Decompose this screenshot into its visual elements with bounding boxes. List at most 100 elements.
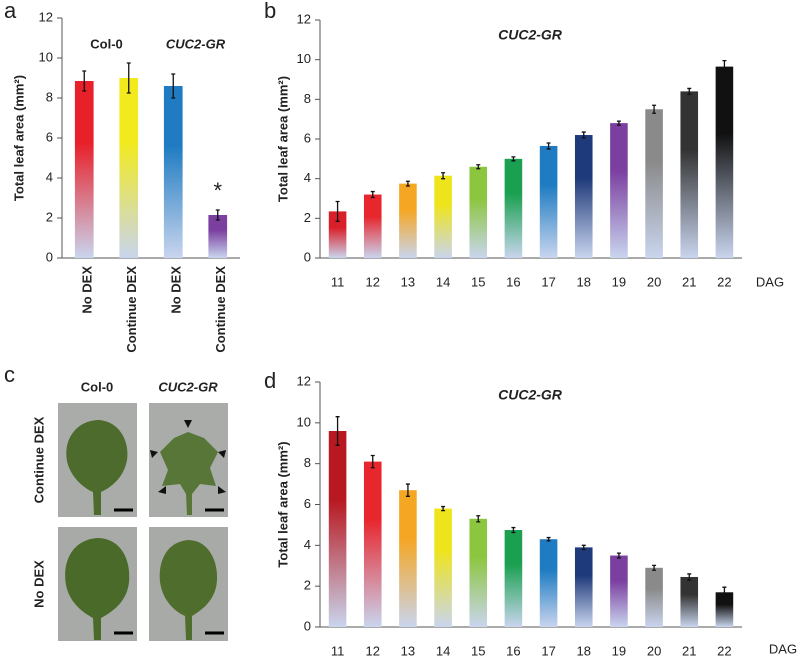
error-bar	[370, 190, 375, 199]
error-bar	[722, 60, 727, 74]
x-tick-label: 18	[577, 274, 591, 289]
y-tick-label: 12	[297, 373, 311, 388]
group-label: CUC2-GR	[166, 36, 226, 51]
bar	[399, 490, 417, 627]
bar	[715, 66, 734, 258]
bar	[363, 461, 382, 627]
x-tick-label: Continue DEX	[124, 266, 139, 353]
leaf-photos	[58, 403, 228, 641]
y-tick-label: 6	[304, 496, 311, 511]
y-tick-label: 4	[304, 537, 311, 552]
x-tick-label: 18	[577, 643, 591, 657]
x-tick-label: 13	[401, 643, 415, 657]
error-bar	[511, 156, 516, 162]
bar	[715, 592, 734, 627]
y-tick-label: 2	[304, 210, 311, 225]
x-tick-label: 21	[682, 274, 696, 289]
bar	[328, 211, 347, 258]
x-tick-label: Continue DEX	[213, 266, 228, 353]
leaf	[160, 432, 218, 515]
x-tick-label: 11	[331, 643, 345, 657]
error-bar	[546, 536, 551, 542]
x-tick-label: No DEX	[169, 266, 184, 314]
error-bar	[476, 164, 481, 170]
bar	[163, 86, 183, 258]
annotation: *	[213, 178, 222, 203]
bar	[434, 508, 452, 627]
error-bar	[215, 209, 220, 221]
error-bar	[476, 515, 481, 523]
bar	[645, 567, 663, 627]
y-tick-label: 4	[304, 170, 311, 185]
error-bar	[441, 172, 446, 180]
x-axis-label: DAG	[756, 274, 784, 289]
column-label: CUC2-GR	[158, 379, 218, 394]
leaf	[65, 538, 130, 640]
x-tick-label: 13	[401, 274, 415, 289]
error-bar	[335, 200, 340, 222]
error-bar	[405, 180, 410, 187]
bar	[539, 539, 558, 627]
error-bar	[546, 142, 551, 150]
panel-letter: b	[264, 0, 276, 23]
error-bar	[441, 505, 446, 512]
x-tick-label: 16	[506, 643, 520, 657]
bar	[610, 555, 628, 627]
bar	[680, 576, 699, 627]
row-label: Continue DEX	[31, 416, 46, 503]
bar	[574, 547, 593, 627]
y-tick-label: 2	[304, 578, 311, 593]
bar	[469, 166, 488, 258]
y-tick-label: 4	[46, 169, 53, 184]
row-label: No DEX	[31, 560, 46, 608]
bar	[680, 91, 699, 259]
bar	[328, 431, 347, 627]
y-tick-label: 6	[46, 129, 53, 144]
error-bar	[722, 586, 727, 599]
error-bar	[335, 416, 340, 446]
y-tick-label: 10	[39, 49, 53, 64]
scale-bars	[114, 508, 224, 635]
bar	[363, 194, 382, 258]
x-tick-label: 12	[366, 643, 380, 657]
y-tick-label: 10	[297, 414, 311, 429]
y-axis-label: Total leaf area (mm²)	[275, 76, 290, 202]
bar	[469, 518, 488, 627]
bar	[399, 183, 417, 258]
x-tick-label: 19	[612, 643, 626, 657]
y-axis-label: Total leaf area (mm²)	[275, 441, 290, 567]
y-tick-label: 6	[304, 130, 311, 145]
y-tick-label: 8	[46, 89, 53, 104]
bar	[574, 135, 593, 258]
error-bar	[370, 454, 375, 469]
y-tick-label: 12	[297, 11, 311, 26]
bar	[645, 109, 663, 258]
bar	[119, 78, 139, 258]
bar	[434, 175, 452, 258]
y-tick-label: 10	[297, 51, 311, 66]
x-tick-label: 15	[471, 643, 485, 657]
bar	[208, 215, 228, 258]
error-bar	[616, 120, 621, 126]
arrowheads	[150, 420, 226, 494]
leaf	[66, 420, 128, 515]
panel-letter: d	[264, 368, 276, 393]
bar	[610, 123, 628, 258]
x-tick-label: 17	[541, 643, 555, 657]
x-tick-label: 22	[717, 274, 731, 289]
x-tick-label: 19	[612, 274, 626, 289]
leaf	[159, 540, 218, 640]
chart-title: CUC2-GR	[498, 387, 563, 403]
x-tick-label: 22	[717, 643, 731, 657]
panel-letter: c	[4, 362, 15, 387]
group-label: Col-0	[90, 36, 123, 51]
error-bar	[616, 552, 621, 559]
x-tick-label: No DEX	[80, 266, 95, 314]
x-axis-label: DAG	[769, 641, 797, 656]
chart-title: CUC2-GR	[498, 27, 563, 43]
error-bar	[126, 62, 131, 94]
y-tick-label: 0	[46, 249, 53, 264]
bar	[504, 158, 523, 258]
y-tick-label: 12	[39, 9, 53, 24]
